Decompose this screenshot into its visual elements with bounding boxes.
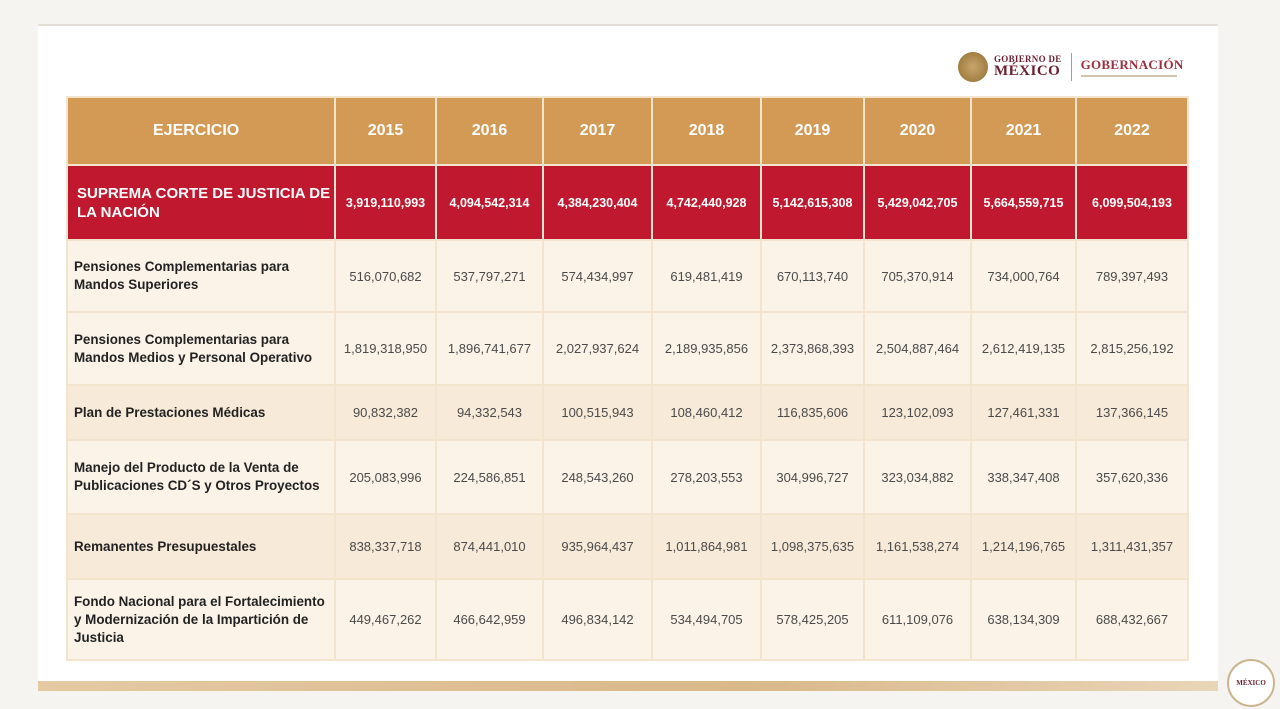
- table-cell: 688,432,667: [1075, 578, 1189, 661]
- table-cell: 2,504,887,464: [863, 311, 972, 386]
- table-cell: 935,964,437: [542, 513, 653, 580]
- header-cell: 2015: [334, 96, 437, 166]
- table-cell: 123,102,093: [863, 384, 972, 441]
- table-cell: 357,620,336: [1075, 439, 1189, 515]
- table-cell: 789,397,493: [1075, 239, 1189, 313]
- table-cell: 3,919,110,993: [334, 164, 437, 241]
- table-cell: 670,113,740: [760, 239, 865, 313]
- table-cell: 496,834,142: [542, 578, 653, 661]
- header-logos: GOBIERNO DE MÉXICO GOBERNACIÓN: [958, 50, 1184, 84]
- table-cell: 705,370,914: [863, 239, 972, 313]
- row-label: Manejo del Producto de la Venta de Publi…: [66, 439, 336, 515]
- national-seal-icon: [958, 52, 988, 82]
- table-row: Pensiones Complementarias para Mandos Su…: [66, 239, 1189, 313]
- table-cell: 466,642,959: [435, 578, 544, 661]
- top-divider: [38, 24, 1218, 26]
- gobierno-mexico-badge: MÉXICO: [1227, 659, 1275, 707]
- table-row: Plan de Prestaciones Médicas 90,832,382 …: [66, 384, 1189, 441]
- header-cell: 2017: [542, 96, 653, 166]
- table-cell: 1,161,538,274: [863, 513, 972, 580]
- table-cell: 619,481,419: [651, 239, 762, 313]
- table-cell: 5,429,042,705: [863, 164, 972, 241]
- table-cell: 304,996,727: [760, 439, 865, 515]
- table-cell: 4,742,440,928: [651, 164, 762, 241]
- gobernacion-underline: [1080, 74, 1177, 77]
- header-cell: EJERCICIO: [66, 96, 336, 166]
- table-cell: 137,366,145: [1075, 384, 1189, 441]
- header-cell: 2022: [1075, 96, 1189, 166]
- header-cell: 2019: [760, 96, 865, 166]
- table-cell: 248,543,260: [542, 439, 653, 515]
- table-cell: 278,203,553: [651, 439, 762, 515]
- budget-table: EJERCICIO 2015 2016 2017 2018 2019 2020 …: [66, 96, 1189, 661]
- table-cell: 1,896,741,677: [435, 311, 544, 386]
- table-cell: 1,098,375,635: [760, 513, 865, 580]
- gobierno-de-mexico-logo: GOBIERNO DE MÉXICO: [994, 55, 1062, 79]
- table-cell: 449,467,262: [334, 578, 437, 661]
- header-row: EJERCICIO 2015 2016 2017 2018 2019 2020 …: [66, 96, 1189, 166]
- total-row: SUPREMA CORTE DE JUSTICIA DE LA NACIÓN 3…: [66, 164, 1189, 241]
- table-cell: 116,835,606: [760, 384, 865, 441]
- logo-line-2: MÉXICO: [994, 63, 1061, 79]
- row-label: Fondo Nacional para el Fortalecimiento y…: [66, 578, 336, 661]
- table-cell: 574,434,997: [542, 239, 653, 313]
- gobernacion-text: GOBERNACIÓN: [1080, 56, 1184, 72]
- table-cell: 537,797,271: [435, 239, 544, 313]
- table-cell: 323,034,882: [863, 439, 972, 515]
- header-cell: 2021: [970, 96, 1077, 166]
- logo-divider: [1070, 53, 1072, 81]
- table-cell: 5,142,615,308: [760, 164, 865, 241]
- table-cell: 2,815,256,192: [1075, 311, 1189, 386]
- table-cell: 2,189,935,856: [651, 311, 762, 386]
- table-cell: 100,515,943: [542, 384, 653, 441]
- header-cell: 2018: [651, 96, 762, 166]
- table-row: Pensiones Complementarias para Mandos Me…: [66, 311, 1189, 386]
- table-cell: 734,000,764: [970, 239, 1077, 313]
- header-cell: 2016: [435, 96, 544, 166]
- table-cell: 516,070,682: [334, 239, 437, 313]
- header-cell: 2020: [863, 96, 972, 166]
- table-cell: 2,027,937,624: [542, 311, 653, 386]
- table-cell: 638,134,309: [970, 578, 1077, 661]
- table-cell: 127,461,331: [970, 384, 1077, 441]
- table-cell: 338,347,408: [970, 439, 1077, 515]
- table-cell: 6,099,504,193: [1075, 164, 1189, 241]
- table-cell: 1,011,864,981: [651, 513, 762, 580]
- table-cell: 5,664,559,715: [970, 164, 1077, 241]
- table-cell: 874,441,010: [435, 513, 544, 580]
- table-cell: 534,494,705: [651, 578, 762, 661]
- table-cell: 108,460,412: [651, 384, 762, 441]
- table-cell: 4,094,542,314: [435, 164, 544, 241]
- row-label: Plan de Prestaciones Médicas: [66, 384, 336, 441]
- gobernacion-logo: GOBERNACIÓN: [1080, 56, 1184, 77]
- table-cell: 4,384,230,404: [542, 164, 653, 241]
- table-row: Fondo Nacional para el Fortalecimiento y…: [66, 578, 1189, 661]
- row-label: Pensiones Complementarias para Mandos Me…: [66, 311, 336, 386]
- table-row: Manejo del Producto de la Venta de Publi…: [66, 439, 1189, 515]
- table-cell: 611,109,076: [863, 578, 972, 661]
- table-cell: 1,819,318,950: [334, 311, 437, 386]
- table-cell: 838,337,718: [334, 513, 437, 580]
- row-label: SUPREMA CORTE DE JUSTICIA DE LA NACIÓN: [66, 164, 336, 241]
- table-cell: 2,612,419,135: [970, 311, 1077, 386]
- table-cell: 2,373,868,393: [760, 311, 865, 386]
- table-cell: 1,214,196,765: [970, 513, 1077, 580]
- table-cell: 578,425,205: [760, 578, 865, 661]
- table-cell: 1,311,431,357: [1075, 513, 1189, 580]
- table-cell: 224,586,851: [435, 439, 544, 515]
- table-cell: 94,332,543: [435, 384, 544, 441]
- logo-line-1: GOBIERNO DE: [994, 54, 1062, 64]
- table-cell: 205,083,996: [334, 439, 437, 515]
- bottom-accent-bar: [38, 681, 1218, 691]
- table-row: Remanentes Presupuestales 838,337,718 87…: [66, 513, 1189, 580]
- badge-text: MÉXICO: [1236, 679, 1266, 687]
- row-label: Remanentes Presupuestales: [66, 513, 336, 580]
- row-label: Pensiones Complementarias para Mandos Su…: [66, 239, 336, 313]
- table-cell: 90,832,382: [334, 384, 437, 441]
